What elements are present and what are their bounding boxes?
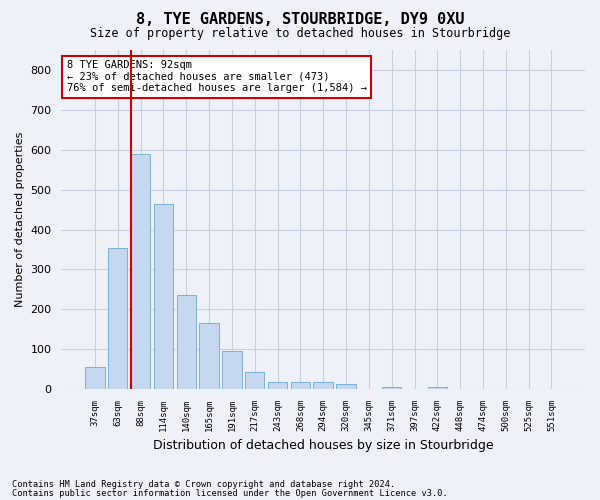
Text: 8 TYE GARDENS: 92sqm
← 23% of detached houses are smaller (473)
76% of semi-deta: 8 TYE GARDENS: 92sqm ← 23% of detached h… (67, 60, 367, 94)
Y-axis label: Number of detached properties: Number of detached properties (15, 132, 25, 308)
Bar (245, 372, 265, 389)
Bar (222, 352, 242, 389)
Bar (313, 382, 333, 389)
Bar (85, 367, 104, 389)
Text: Contains HM Land Registry data © Crown copyright and database right 2024.: Contains HM Land Registry data © Crown c… (12, 480, 395, 489)
Bar (337, 384, 356, 389)
Bar (131, 154, 150, 389)
Bar (428, 387, 447, 389)
Text: Contains public sector information licensed under the Open Government Licence v3: Contains public sector information licen… (12, 490, 448, 498)
Bar (108, 248, 127, 389)
Bar (268, 382, 287, 389)
Bar (199, 324, 219, 389)
Bar (382, 387, 401, 389)
Text: 8, TYE GARDENS, STOURBRIDGE, DY9 0XU: 8, TYE GARDENS, STOURBRIDGE, DY9 0XU (136, 12, 464, 28)
Bar (154, 204, 173, 389)
Text: Size of property relative to detached houses in Stourbridge: Size of property relative to detached ho… (90, 28, 510, 40)
Bar (176, 296, 196, 389)
X-axis label: Distribution of detached houses by size in Stourbridge: Distribution of detached houses by size … (153, 440, 494, 452)
Bar (290, 382, 310, 389)
